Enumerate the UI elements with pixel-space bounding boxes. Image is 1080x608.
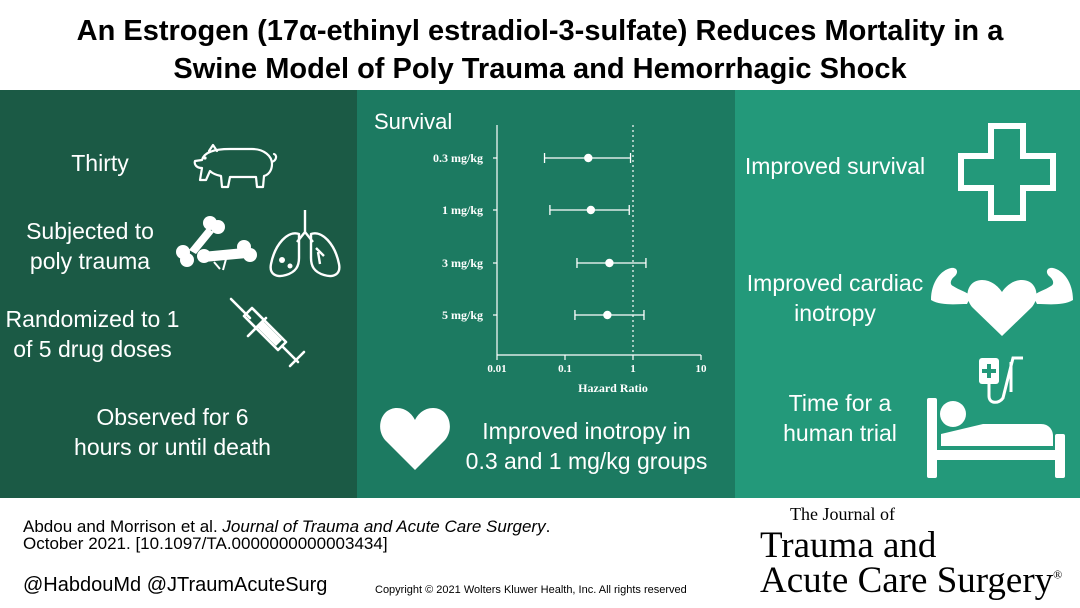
category-label: 5 mg/kg bbox=[442, 308, 483, 322]
category-label: 0.3 mg/kg bbox=[433, 151, 483, 165]
twitter-handles: @HabdouMd @JTraumAcuteSurg bbox=[23, 574, 328, 596]
category-label: 1 mg/kg bbox=[442, 203, 483, 217]
syringe-icon bbox=[229, 297, 306, 368]
medical-cross-icon bbox=[958, 123, 1056, 221]
hospital-bed-icon bbox=[927, 356, 1065, 478]
human-trial-text: Time for a human trial bbox=[783, 390, 897, 446]
broken-bone-icon bbox=[176, 216, 257, 271]
inotropy-groups-text: Improved inotropy in 0.3 and 1 mg/kg gro… bbox=[465, 418, 708, 474]
poly-trauma-label: Subjected to poly trauma bbox=[26, 218, 154, 274]
results-panel: Survival 0.01 0.1 1 10 Hazard Ratio 0.3 mg/kg… bbox=[357, 90, 735, 498]
hazard-ratio-point bbox=[586, 205, 596, 215]
conclusions-panel: Improved survival Improved cardiac inotr… bbox=[735, 90, 1080, 498]
journal-logo-line-3: Acute Care Surgery® bbox=[760, 560, 1063, 601]
infographic-title: An Estrogen (17α-ethinyl estradiol-3-sul… bbox=[0, 12, 1080, 88]
citation: Abdou and Morrison et al. Journal of Tra… bbox=[23, 517, 551, 553]
forest-plot-chart: 0.01 0.1 1 10 Hazard Ratio 0.3 mg/kg 1 mg/kg 3 … bbox=[433, 125, 708, 395]
pig-icon bbox=[193, 143, 278, 189]
observed-label: Observed for 6 hours or until death bbox=[74, 404, 271, 460]
x-tick-label: 10 bbox=[696, 363, 708, 375]
randomized-label: Randomized to 1 of 5 drug doses bbox=[5, 306, 180, 362]
strong-heart-icon bbox=[931, 267, 1073, 336]
title-line-2: Swine Model of Poly Trauma and Hemorrhag… bbox=[173, 53, 907, 85]
hazard-ratio-point bbox=[603, 310, 612, 320]
lungs-icon bbox=[269, 210, 341, 278]
copyright-notice: Copyright © 2021 Wolters Kluwer Health, … bbox=[375, 584, 687, 596]
hazard-ratio-point bbox=[605, 258, 614, 268]
study-design-panel: Thirty Subjected to poly trauma bbox=[0, 90, 357, 498]
journal-logo-line-1: The Journal of bbox=[790, 504, 895, 524]
category-label: 3 mg/kg bbox=[442, 256, 483, 270]
x-axis-label: Hazard Ratio bbox=[578, 381, 648, 395]
hazard-ratio-point bbox=[584, 153, 593, 163]
x-tick-label: 1 bbox=[630, 363, 636, 375]
heart-icon bbox=[380, 408, 450, 470]
improved-survival-text: Improved survival bbox=[744, 153, 926, 179]
journal-name: Journal of Trauma and Acute Care Surgery bbox=[222, 517, 546, 536]
title-line-1: An Estrogen (17α-ethinyl estradiol-3-sul… bbox=[76, 15, 1004, 47]
thirty-label: Thirty bbox=[71, 150, 129, 176]
survival-chart-label: Survival bbox=[374, 109, 453, 134]
journal-logo-line-2: Trauma and bbox=[760, 525, 937, 566]
improved-cardiac-text: Improved cardiac inotropy bbox=[746, 270, 924, 326]
x-tick-label: 0.01 bbox=[487, 363, 506, 375]
x-tick-label: 0.1 bbox=[558, 363, 572, 375]
